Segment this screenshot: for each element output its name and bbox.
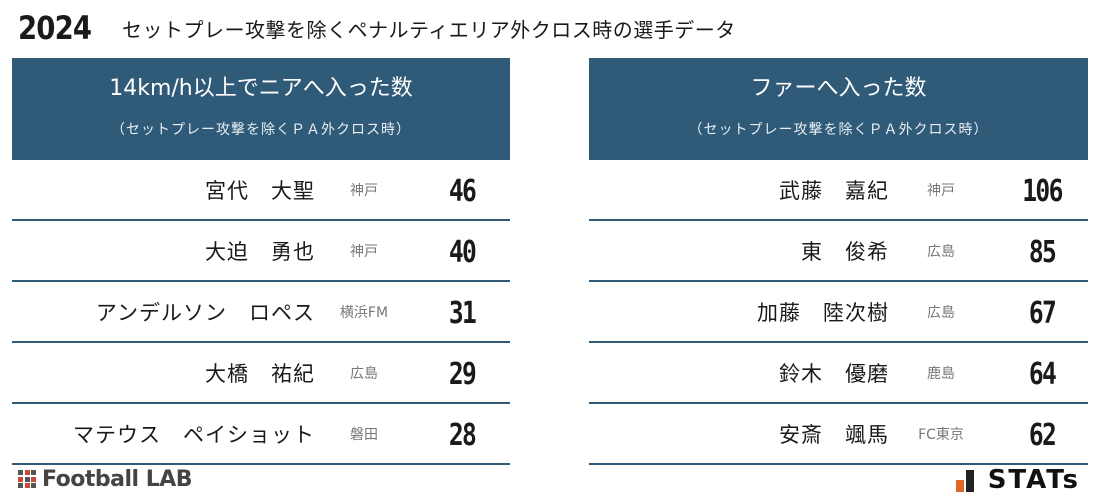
count-value: 85 [1028, 235, 1057, 270]
team-name: 磐田 [350, 427, 378, 443]
far-panel-header: ファーへ入った数 （セットプレー攻撃を除くＰＡ外クロス時） [589, 58, 1088, 160]
player-name: アンデルソン ロペス [95, 301, 315, 325]
far-ranking-panel: ファーへ入った数 （セットプレー攻撃を除くＰＡ外クロス時） 武藤 嘉紀 神戸 1… [589, 58, 1088, 465]
count-value: 67 [1028, 296, 1057, 331]
table-row: 東 俊希 広島 85 [589, 221, 1088, 282]
stats-logo-text: STATs [987, 465, 1080, 495]
football-lab-logo: Football LAB [18, 464, 193, 494]
table-row: 加藤 陸次樹 広島 67 [589, 282, 1088, 343]
near-panel-title: 14km/h以上でニアへ入った数 [109, 76, 413, 101]
far-panel-title: ファーへ入った数 [750, 76, 927, 101]
near-ranking-panel: 14km/h以上でニアへ入った数 （セットプレー攻撃を除くＰＡ外クロス時） 宮代… [12, 58, 510, 465]
table-row: 大橋 祐紀 広島 29 [12, 343, 510, 404]
year-label: 2024 [18, 9, 92, 47]
table-row: 安斎 颯馬 FC東京 62 [589, 404, 1088, 465]
far-panel-subtitle: （セットプレー攻撃を除くＰＡ外クロス時） [688, 122, 989, 138]
count-value: 46 [448, 174, 477, 209]
team-name: FC東京 [918, 427, 964, 443]
near-ranking-list: 宮代 大聖 神戸 46 大迫 勇也 神戸 40 アンデルソン ロペス 横浜FM … [12, 160, 510, 465]
player-name: 大迫 勇也 [205, 240, 315, 264]
count-value: 62 [1028, 418, 1057, 453]
near-panel-subtitle: （セットプレー攻撃を除くＰＡ外クロス時） [111, 122, 411, 138]
count-value: 29 [448, 357, 477, 392]
table-row: マテウス ペイショット 磐田 28 [12, 404, 510, 465]
count-value: 106 [1022, 174, 1063, 209]
grid-logo-icon [18, 470, 36, 488]
football-lab-logo-text: Football LAB [42, 466, 193, 492]
team-name: 神戸 [350, 244, 378, 260]
player-name: 大橋 祐紀 [205, 362, 315, 386]
table-row: 鈴木 優磨 鹿島 64 [589, 343, 1088, 404]
page-title: セットプレー攻撃を除くペナルティエリア外クロス時の選手データ [122, 17, 736, 42]
team-name: 広島 [927, 244, 955, 260]
count-value: 28 [448, 418, 477, 453]
player-name: 鈴木 優磨 [779, 362, 889, 386]
table-row: 宮代 大聖 神戸 46 [12, 160, 510, 221]
count-value: 31 [448, 296, 477, 331]
table-row: 大迫 勇也 神戸 40 [12, 221, 510, 282]
stats-mark-icon [955, 468, 978, 492]
player-name: マテウス ペイショット [73, 423, 315, 447]
player-name: 武藤 嘉紀 [779, 179, 889, 203]
team-name: 広島 [927, 305, 955, 321]
count-value: 40 [448, 235, 477, 270]
player-name: 加藤 陸次樹 [757, 301, 889, 325]
team-name: 横浜FM [339, 305, 389, 321]
table-row: 武藤 嘉紀 神戸 106 [589, 160, 1088, 221]
player-name: 東 俊希 [801, 240, 889, 264]
near-panel-header: 14km/h以上でニアへ入った数 （セットプレー攻撃を除くＰＡ外クロス時） [12, 58, 510, 160]
team-name: 神戸 [927, 183, 955, 199]
team-name: 鹿島 [927, 366, 955, 382]
team-name: 神戸 [350, 183, 378, 199]
player-name: 宮代 大聖 [205, 179, 315, 203]
count-value: 64 [1028, 357, 1057, 392]
team-name: 広島 [350, 366, 378, 382]
far-ranking-list: 武藤 嘉紀 神戸 106 東 俊希 広島 85 加藤 陸次樹 広島 67 鈴木 … [589, 160, 1088, 465]
table-row: アンデルソン ロペス 横浜FM 31 [12, 282, 510, 343]
player-name: 安斎 颯馬 [779, 423, 889, 447]
stats-logo: STATs [955, 464, 1080, 496]
title-row: 2024 セットプレー攻撃を除くペナルティエリア外クロス時の選手データ [18, 8, 736, 48]
